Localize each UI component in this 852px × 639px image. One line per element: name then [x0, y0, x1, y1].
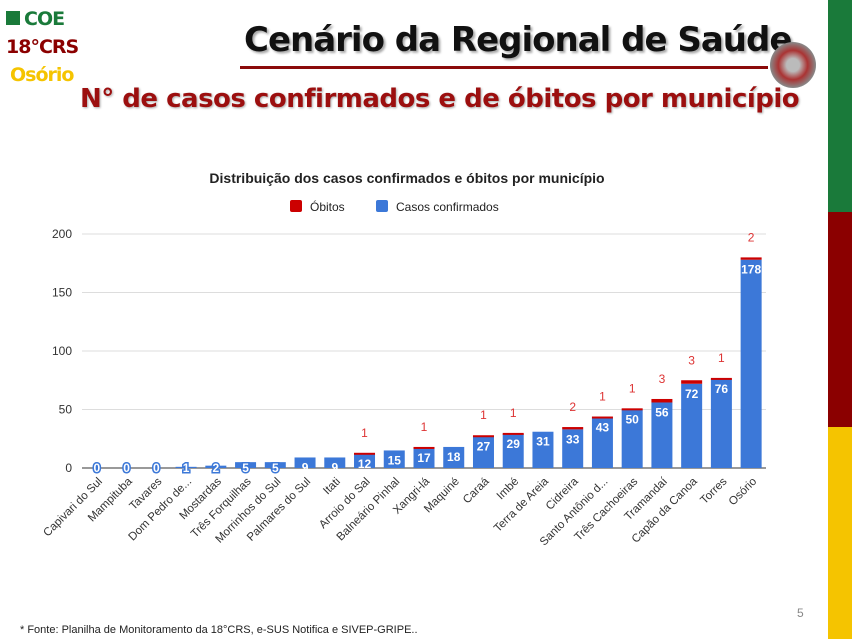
bar-deaths [740, 257, 762, 260]
bar-cases [621, 409, 643, 468]
x-tick-label: Imbé [495, 476, 522, 503]
virus-icon [770, 42, 816, 88]
deaths-label: 1 [361, 426, 368, 440]
bar-deaths [502, 432, 524, 435]
deaths-label: 3 [688, 353, 695, 367]
logo-coe: COE [6, 8, 65, 30]
legend-label-deaths: Óbitos [310, 199, 345, 214]
cases-label: 0 [123, 461, 130, 475]
bar-cases [235, 462, 257, 468]
bar-cases [413, 448, 435, 468]
deaths-label: 1 [421, 420, 428, 434]
bar-deaths [591, 416, 613, 419]
bar-cases [562, 429, 584, 468]
logo-crs: 18°CRS [6, 36, 79, 58]
bar-cases [740, 259, 762, 468]
legend-label-cases: Casos confirmados [396, 200, 499, 214]
page-title: Cenário da Regional de Saúde [244, 20, 792, 60]
cases-label: 5 [272, 461, 279, 475]
bar-cases [175, 466, 197, 468]
y-tick-label: 100 [52, 344, 72, 358]
x-tick-label: Caraá [461, 475, 492, 506]
x-tick-label: Osório [727, 476, 759, 508]
bar-cases [264, 462, 286, 468]
cases-label: 1 [183, 461, 190, 475]
bar-cases [472, 436, 494, 468]
y-tick-label: 0 [65, 461, 72, 475]
cases-label: 31 [536, 435, 550, 449]
cases-label: 9 [302, 460, 309, 474]
cases-label: 50 [625, 413, 639, 427]
bar-cases [502, 434, 524, 468]
cases-label: 76 [715, 382, 729, 396]
deaths-label: 1 [718, 351, 725, 365]
deaths-label: 1 [629, 381, 636, 395]
cases-label: 2 [212, 461, 219, 475]
legend-swatch-cases [376, 200, 388, 212]
bar-cases [294, 457, 316, 468]
square-icon [6, 11, 20, 25]
green-stripe [828, 0, 852, 212]
cases-label: 12 [358, 457, 372, 471]
cases-label: 17 [417, 451, 431, 465]
cases-label: 56 [655, 405, 669, 419]
cases-label: 178 [741, 263, 761, 277]
yellow-stripe [828, 427, 852, 639]
x-tick-label: Terra de Areia [492, 475, 552, 535]
x-tick-label: Itati [321, 476, 343, 498]
bar-cases [383, 450, 405, 468]
bar-cases [591, 417, 613, 468]
bar-deaths [681, 380, 703, 384]
bar-deaths [621, 408, 643, 411]
bar-cases [324, 457, 346, 468]
cases-label: 0 [153, 461, 160, 475]
bar-deaths [413, 446, 435, 449]
red-stripe [828, 212, 852, 427]
bar-deaths [472, 435, 494, 438]
legend-swatch-deaths [290, 200, 302, 212]
bar-cases [443, 446, 465, 468]
bar-cases [681, 383, 703, 468]
cases-label: 43 [596, 421, 610, 435]
bar-cases [651, 402, 673, 468]
bar-deaths [354, 452, 376, 455]
deaths-label: 2 [569, 400, 576, 414]
cases-label: 72 [685, 387, 699, 401]
bar-cases [205, 465, 227, 468]
cases-label: 33 [566, 432, 580, 446]
deaths-label: 1 [510, 406, 517, 420]
bar-deaths [651, 398, 673, 403]
cases-label: 29 [507, 437, 521, 451]
bar-cases [354, 453, 376, 468]
chart-title: Distribuição dos casos confirmados e óbi… [209, 170, 604, 186]
bar-deaths [562, 427, 584, 430]
title-underline [240, 66, 768, 69]
cases-label: 5 [242, 461, 249, 475]
deaths-label: 3 [659, 372, 666, 386]
cases-label: 15 [388, 453, 402, 467]
logo-coe-text: COE [24, 8, 65, 30]
bar-cases [532, 431, 554, 468]
cases-label: 18 [447, 450, 461, 464]
y-tick-label: 150 [52, 286, 72, 300]
bar-deaths [710, 377, 732, 380]
page-number: 5 [797, 606, 804, 620]
deaths-label: 2 [748, 230, 755, 244]
x-tick-label: Torres [698, 475, 729, 506]
deaths-label: 1 [480, 408, 487, 422]
page-subtitle: N° de casos confirmados e de óbitos por … [80, 84, 800, 114]
deaths-label: 1 [599, 390, 606, 404]
cases-label: 0 [94, 461, 101, 475]
bar-cases [710, 379, 732, 468]
logo-osorio: Osório [10, 64, 74, 86]
cases-label: 27 [477, 439, 491, 453]
cases-label: 9 [331, 460, 338, 474]
y-tick-label: 50 [59, 403, 73, 417]
y-tick-label: 200 [52, 227, 72, 241]
source-note: * Fonte: Planilha de Monitoramento da 18… [20, 624, 418, 636]
